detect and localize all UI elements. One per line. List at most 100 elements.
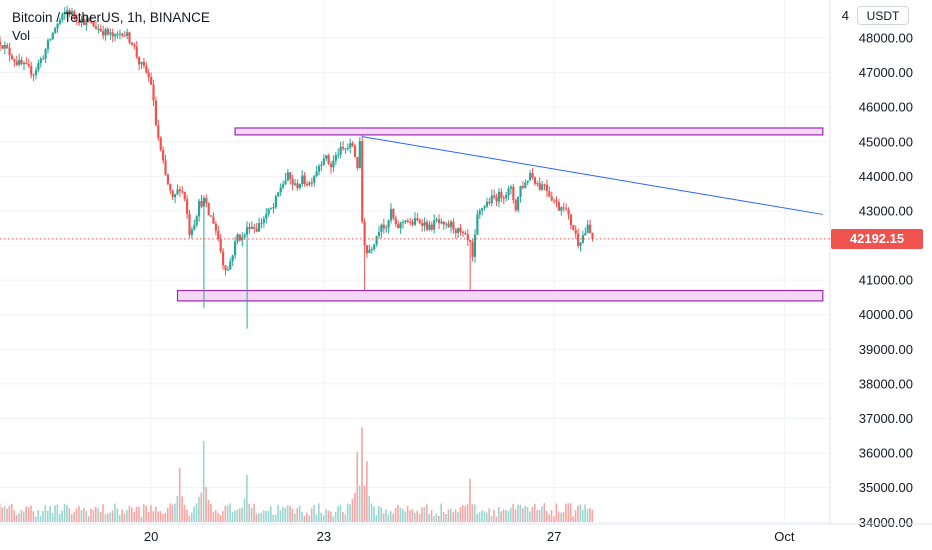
volume-bar bbox=[366, 461, 368, 522]
price-tick-label: 36000.00 bbox=[859, 446, 913, 461]
volume-bar bbox=[272, 515, 275, 522]
candle-body bbox=[418, 220, 421, 224]
volume-bar bbox=[435, 513, 438, 522]
volume-bar bbox=[217, 513, 219, 522]
candle-body bbox=[471, 241, 474, 257]
volume-bar bbox=[118, 514, 121, 522]
volume-bar bbox=[243, 498, 246, 522]
candle-body bbox=[317, 166, 321, 172]
volume-bar bbox=[253, 503, 255, 522]
candle-body bbox=[274, 196, 277, 208]
volume-bar bbox=[162, 513, 164, 522]
candle-body bbox=[452, 221, 455, 230]
volume-bar bbox=[3, 506, 6, 522]
candle-body bbox=[164, 160, 167, 175]
volume-bar bbox=[226, 505, 229, 522]
price-axis[interactable]: 34000.00 35000.00 36000.00 37000.00 38000.00… bbox=[829, 0, 913, 530]
time-tick-label: 23 bbox=[317, 529, 331, 544]
candle-body bbox=[99, 28, 102, 32]
volume-bar bbox=[306, 512, 308, 522]
volume-bar bbox=[330, 511, 332, 522]
candle-body bbox=[346, 147, 349, 149]
candle-body bbox=[514, 199, 517, 211]
candle-body bbox=[572, 225, 575, 230]
candle-body bbox=[200, 200, 203, 207]
volume-bar bbox=[394, 508, 397, 522]
price-tick-label: 46000.00 bbox=[859, 100, 913, 115]
candle-body bbox=[569, 214, 573, 226]
candle-body bbox=[152, 84, 155, 101]
candle-body bbox=[349, 143, 352, 148]
symbol-title[interactable]: Bitcoin / TetherUS, 1h, BINANCE bbox=[12, 10, 210, 25]
candle-body bbox=[195, 216, 198, 226]
candle-body bbox=[404, 220, 407, 223]
volume-legend[interactable]: Vol bbox=[12, 28, 31, 43]
candle-body bbox=[39, 58, 42, 64]
volume-bar bbox=[207, 499, 210, 522]
candle-body bbox=[548, 191, 551, 197]
candle-body bbox=[397, 224, 400, 229]
candle-body bbox=[70, 11, 74, 15]
candle-body bbox=[15, 61, 18, 65]
candle-body bbox=[303, 175, 306, 185]
candle-body bbox=[18, 59, 21, 65]
volume-bar bbox=[392, 513, 395, 522]
candle-body bbox=[339, 146, 342, 155]
candle-body bbox=[61, 13, 64, 20]
candle-body bbox=[142, 61, 146, 66]
volume-bar bbox=[308, 515, 311, 522]
candle-body bbox=[34, 70, 38, 75]
candle-body bbox=[550, 196, 553, 201]
candle-body bbox=[545, 184, 549, 192]
support-zone[interactable] bbox=[176, 289, 824, 302]
candle-body bbox=[241, 236, 244, 241]
volume-bar bbox=[210, 503, 212, 522]
currency-badge[interactable]: USDT bbox=[857, 6, 909, 25]
candle-body bbox=[591, 232, 594, 239]
volume-bar bbox=[106, 513, 109, 522]
volume-bar bbox=[42, 510, 44, 522]
volume-bar bbox=[375, 514, 378, 522]
candle-body bbox=[193, 225, 196, 230]
trendlines[interactable] bbox=[362, 136, 823, 215]
volume-bar bbox=[193, 506, 195, 522]
volume-bar bbox=[553, 516, 555, 522]
candle-body bbox=[325, 155, 328, 159]
volume-bar bbox=[70, 514, 73, 522]
candle-body bbox=[262, 218, 265, 223]
resistance-zone[interactable] bbox=[234, 127, 824, 136]
candle-body bbox=[56, 23, 59, 29]
candle-body bbox=[186, 199, 189, 215]
volume-bar bbox=[409, 510, 411, 522]
volume-bar bbox=[145, 505, 147, 522]
volume-bar bbox=[178, 468, 181, 522]
volume-bar bbox=[390, 511, 392, 522]
volume-bar bbox=[73, 512, 75, 522]
time-axis[interactable]: 20 23 27 Oct bbox=[0, 523, 932, 544]
volume-bar bbox=[457, 512, 459, 522]
volume-bar bbox=[584, 504, 586, 522]
volume-bar bbox=[332, 516, 335, 522]
volume-bar bbox=[562, 511, 565, 522]
descending-trendline[interactable] bbox=[362, 136, 823, 215]
candle-body bbox=[135, 46, 138, 57]
candle-body bbox=[257, 223, 261, 232]
candle-body bbox=[284, 180, 287, 185]
candle-body bbox=[521, 186, 525, 188]
candle-body bbox=[68, 10, 71, 15]
candle-body bbox=[425, 222, 429, 230]
volume-bar bbox=[231, 511, 234, 522]
volume-bar bbox=[152, 511, 155, 522]
candle-body bbox=[238, 234, 241, 241]
volume-bar bbox=[274, 514, 277, 522]
candle-body bbox=[178, 189, 182, 192]
volume-bar bbox=[102, 504, 104, 522]
volume-bar bbox=[147, 512, 150, 522]
volume-bar bbox=[61, 510, 63, 522]
candle-body bbox=[584, 232, 587, 236]
candle-body bbox=[279, 187, 282, 193]
zones[interactable] bbox=[176, 127, 824, 302]
volume-bar bbox=[536, 510, 538, 522]
candle-body bbox=[493, 195, 496, 198]
